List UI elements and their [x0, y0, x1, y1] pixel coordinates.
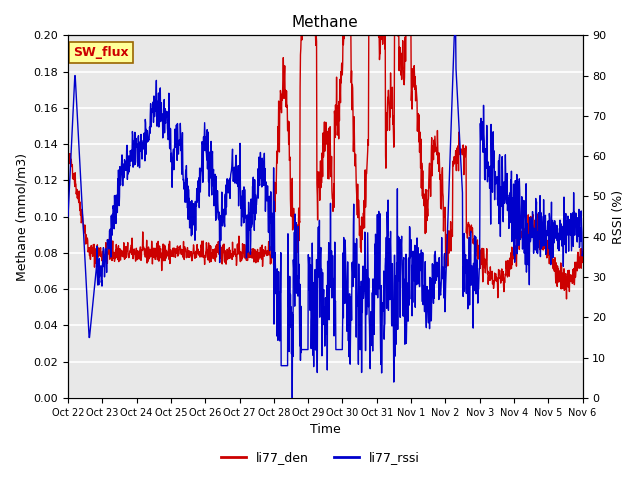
Y-axis label: RSSI (%): RSSI (%)	[612, 190, 625, 244]
X-axis label: Time: Time	[310, 423, 340, 436]
Text: SW_flux: SW_flux	[73, 46, 129, 59]
Title: Methane: Methane	[292, 15, 358, 30]
Y-axis label: Methane (mmol/m3): Methane (mmol/m3)	[15, 153, 28, 281]
Legend: li77_den, li77_rssi: li77_den, li77_rssi	[216, 446, 424, 469]
